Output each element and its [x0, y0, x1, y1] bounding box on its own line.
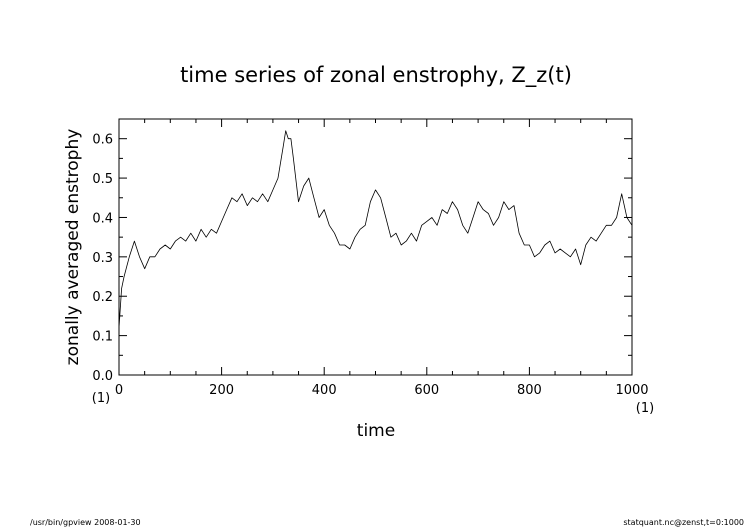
footer-source: statquant.nc@zenst,t=0:1000 [623, 518, 744, 527]
x-index-left: (1) [92, 391, 110, 406]
y-tick-label: 0.0 [92, 369, 113, 384]
series-line [118, 130, 633, 328]
x-axis: 0 200 400 600 800 1000 [115, 119, 649, 398]
x-tick-label: 800 [517, 383, 542, 398]
y-tick-label: 0.2 [92, 290, 113, 305]
y-tick-label: 0.3 [92, 251, 113, 266]
footer-program-date: /usr/bin/gpview 2008-01-30 [30, 518, 141, 527]
y-tick-label: 0.5 [92, 172, 113, 187]
x-index-right: (1) [636, 401, 654, 416]
x-tick-label: 400 [312, 383, 337, 398]
y-axis: 0.0 0.1 0.2 0.3 0.4 0.5 0.6 [92, 118, 632, 384]
y-tick-label: 0.1 [92, 330, 113, 345]
y-axis-label: zonally averaged enstrophy [63, 129, 83, 366]
chart-title: time series of zonal enstrophy, Z_z(t) [180, 63, 572, 88]
y-tick-label: 0.4 [92, 211, 113, 226]
x-axis-label: time [357, 421, 395, 441]
plot-area [118, 118, 633, 376]
x-tick-label: 200 [209, 383, 234, 398]
x-tick-label: 0 [115, 383, 123, 398]
x-tick-label: 600 [414, 383, 439, 398]
x-tick-label: 1000 [615, 383, 648, 398]
y-tick-label: 0.6 [92, 133, 113, 148]
plot-frame [118, 118, 633, 376]
